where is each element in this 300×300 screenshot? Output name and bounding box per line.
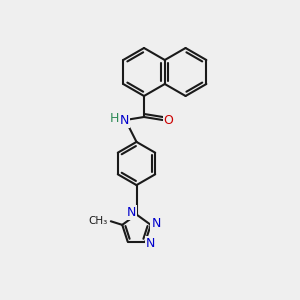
- Text: N: N: [126, 206, 136, 219]
- Text: CH₃: CH₃: [88, 216, 107, 226]
- Text: N: N: [119, 113, 129, 127]
- Text: N: N: [146, 237, 155, 250]
- Text: N: N: [152, 217, 161, 230]
- Text: H: H: [109, 112, 119, 125]
- Text: O: O: [164, 113, 173, 127]
